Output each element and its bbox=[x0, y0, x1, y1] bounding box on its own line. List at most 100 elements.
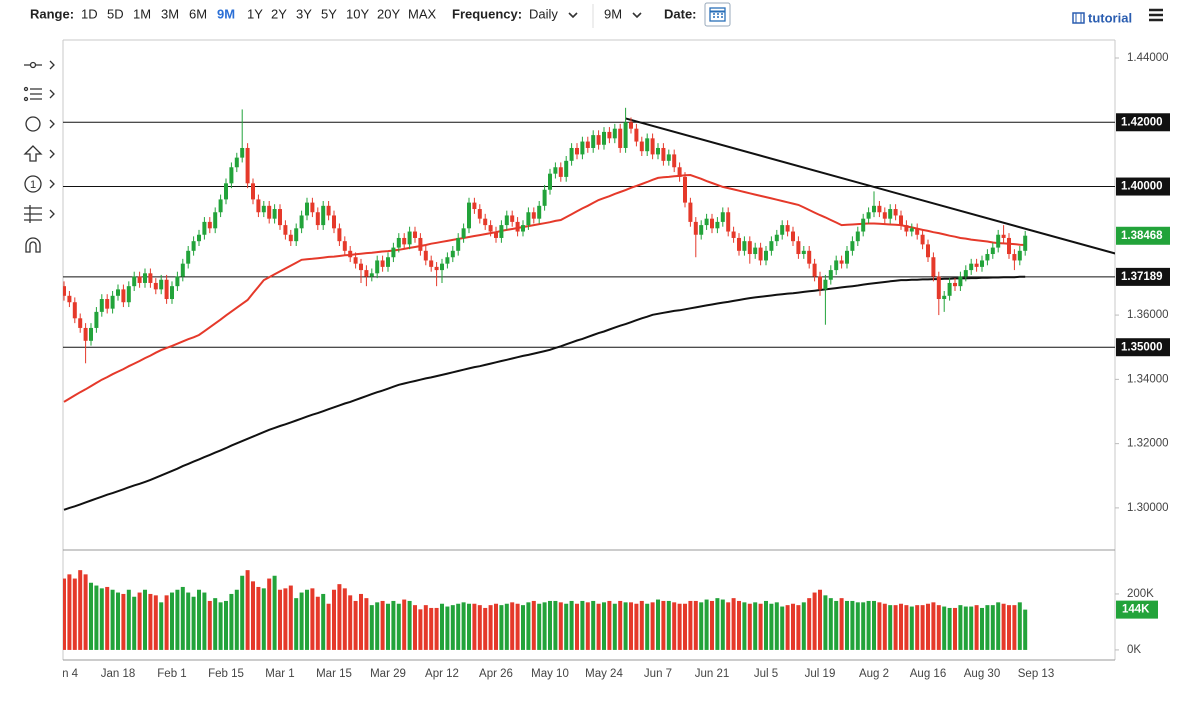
level-tag bbox=[1116, 338, 1170, 357]
range-button[interactable]: 3M bbox=[161, 6, 179, 21]
level-tag bbox=[1116, 113, 1170, 132]
candle-body bbox=[758, 247, 763, 261]
candle-body bbox=[931, 257, 936, 277]
candle-body bbox=[234, 157, 239, 168]
candle-body bbox=[634, 128, 639, 142]
calendar-button[interactable] bbox=[704, 2, 731, 27]
range-button[interactable]: 1Y bbox=[247, 6, 263, 21]
candle-body bbox=[78, 318, 83, 328]
volume-bar bbox=[294, 598, 299, 650]
candle-body bbox=[683, 176, 687, 203]
candle-body bbox=[909, 228, 914, 232]
range-button[interactable]: 20Y bbox=[377, 6, 400, 21]
level-tag bbox=[1116, 267, 1170, 286]
volume-bar bbox=[974, 605, 979, 650]
range-button[interactable]: 5D bbox=[107, 6, 124, 21]
volume-bar bbox=[931, 602, 936, 650]
volume-bar bbox=[407, 600, 412, 650]
candle-body bbox=[261, 205, 266, 213]
tool-shape[interactable] bbox=[25, 116, 55, 132]
frequency-select[interactable]: Daily bbox=[529, 6, 558, 21]
candle-body bbox=[105, 299, 110, 309]
volume-bar bbox=[990, 605, 995, 650]
x-tick-label: Sep 13 bbox=[1018, 668, 1054, 680]
candle-body bbox=[170, 286, 174, 300]
candle-body bbox=[99, 299, 104, 312]
volume-bar bbox=[499, 605, 504, 650]
range-button[interactable]: 9M bbox=[217, 6, 235, 21]
tool-annotation[interactable] bbox=[24, 175, 55, 193]
volume-bar bbox=[83, 574, 88, 650]
tool-badge: 1 bbox=[30, 179, 36, 191]
tool-crosshair[interactable] bbox=[24, 60, 55, 70]
tool-column bbox=[23, 60, 55, 253]
x-tick-label: Jan 4 bbox=[50, 668, 79, 680]
candle-body bbox=[764, 250, 768, 261]
candle-body bbox=[882, 212, 887, 219]
volume-bar bbox=[278, 589, 282, 650]
volume-bar bbox=[855, 602, 860, 650]
volume-bar bbox=[386, 603, 390, 650]
candle-body bbox=[834, 260, 839, 271]
candle-body bbox=[251, 183, 255, 200]
volume-bar bbox=[569, 600, 574, 650]
candle-body bbox=[494, 231, 498, 238]
menu-button[interactable] bbox=[1149, 8, 1163, 22]
candle-body bbox=[548, 173, 552, 190]
candle-body bbox=[369, 273, 374, 277]
volume-bar bbox=[337, 584, 342, 650]
volume-bar bbox=[607, 600, 612, 650]
volume-tick-label: 200K bbox=[1127, 588, 1154, 600]
candle-body bbox=[807, 250, 812, 264]
candle-body bbox=[818, 276, 822, 290]
volume-bar bbox=[666, 600, 671, 650]
range-button[interactable]: 3Y bbox=[296, 6, 312, 21]
volume-bar bbox=[375, 602, 380, 650]
tutorial-button[interactable]: tutorial bbox=[1072, 10, 1132, 25]
tool-fib[interactable] bbox=[24, 205, 55, 223]
volume-bar bbox=[159, 602, 164, 650]
tool-lines[interactable] bbox=[23, 86, 55, 102]
volume-bar bbox=[688, 600, 693, 650]
range-button[interactable]: 1M bbox=[133, 6, 151, 21]
volume-bar bbox=[310, 588, 315, 650]
candle-body bbox=[515, 221, 520, 232]
candle-body bbox=[294, 228, 299, 242]
volume-bar bbox=[764, 600, 768, 650]
volume-bar bbox=[872, 600, 876, 650]
candle-body bbox=[656, 147, 660, 155]
period-select[interactable]: 9M bbox=[604, 6, 622, 21]
volume-bar bbox=[1007, 605, 1011, 650]
range-buttons: 1D 5D 1M 3M 6M 9M 1Y 2Y 3Y 5Y 10Y 20Y MAX bbox=[81, 6, 437, 21]
range-button[interactable]: 2Y bbox=[271, 6, 287, 21]
candle-body bbox=[521, 225, 525, 232]
tool-magnet[interactable] bbox=[25, 237, 41, 253]
volume-bar bbox=[116, 592, 120, 650]
candle-body bbox=[299, 215, 304, 229]
volume-bar bbox=[251, 581, 255, 650]
volume-bar bbox=[369, 605, 374, 650]
volume-pane bbox=[63, 570, 1028, 650]
volume-bar bbox=[785, 605, 790, 650]
range-button[interactable]: 6M bbox=[189, 6, 207, 21]
candle-body bbox=[461, 228, 466, 238]
tool-arrow[interactable] bbox=[23, 145, 55, 162]
volume-bar bbox=[926, 603, 930, 650]
moving-average bbox=[63, 275, 1026, 511]
candle-body bbox=[272, 209, 277, 219]
volume-bar bbox=[67, 574, 72, 650]
range-button[interactable]: 1D bbox=[81, 6, 98, 21]
candle-body bbox=[477, 209, 482, 219]
tutorial-link[interactable]: tutorial bbox=[1088, 10, 1132, 25]
candle-body bbox=[607, 131, 612, 139]
candle-body bbox=[116, 289, 120, 296]
volume-bar bbox=[450, 605, 455, 650]
range-button[interactable]: 10Y bbox=[346, 6, 369, 21]
volume-bar bbox=[980, 607, 984, 650]
range-button[interactable]: MAX bbox=[408, 6, 437, 21]
range-button[interactable]: 5Y bbox=[321, 6, 337, 21]
candle-body bbox=[386, 257, 390, 267]
volume-bar bbox=[153, 595, 158, 650]
volume-bar bbox=[850, 600, 855, 650]
volume-bar bbox=[72, 578, 77, 650]
